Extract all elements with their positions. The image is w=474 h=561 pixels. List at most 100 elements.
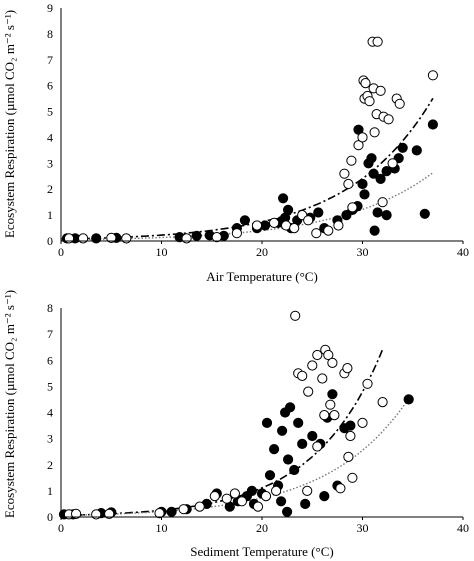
open-point xyxy=(312,349,323,361)
open-point xyxy=(375,85,386,96)
tick-labels: 0 10 20 30 40 0 1 2 3 4 5 6 7 8 9 xyxy=(47,1,469,259)
filled-point xyxy=(91,233,102,244)
y-tick-label: 3 xyxy=(47,432,53,446)
air-temperature-panel: 0 10 20 30 40 0 1 2 3 4 5 6 7 8 9 Air Temperature (°C)… xyxy=(2,1,469,284)
filled-point xyxy=(419,208,430,219)
x-axis-label: Air Temperature (°C) xyxy=(206,269,318,284)
open-point xyxy=(343,178,354,190)
filled-point xyxy=(307,430,318,442)
open-point xyxy=(260,491,272,502)
filled-point xyxy=(239,215,250,226)
axes xyxy=(60,308,464,520)
filled-point xyxy=(261,417,273,428)
data-points xyxy=(61,36,438,244)
open-point xyxy=(106,232,117,243)
filled-point xyxy=(397,142,408,153)
open-point xyxy=(329,410,340,421)
filled-point xyxy=(359,189,370,200)
open-point xyxy=(339,168,350,179)
x-tick-label: 30 xyxy=(357,521,369,535)
y-axis-label: Ecosystem Respiration (µmol CO₂ m⁻² s⁻¹) xyxy=(2,290,17,518)
open-point xyxy=(360,78,371,89)
filled-point xyxy=(191,230,202,241)
x-tick-label: 10 xyxy=(156,245,168,259)
filled-point xyxy=(166,506,177,517)
y-tick-label: 2 xyxy=(47,182,53,196)
open-point xyxy=(271,485,282,496)
filled-point xyxy=(345,420,356,431)
x-tick-label: 40 xyxy=(457,245,469,259)
filled-point xyxy=(246,485,257,496)
open-point xyxy=(323,225,334,236)
y-tick-label: 2 xyxy=(47,458,53,472)
open-point xyxy=(345,430,356,442)
open-point xyxy=(178,504,189,515)
open-point xyxy=(71,508,82,520)
open-point xyxy=(194,501,205,512)
filled-point xyxy=(269,444,280,455)
filled-point xyxy=(366,153,377,164)
open-point xyxy=(221,493,232,504)
x-tick-label: 30 xyxy=(357,245,369,259)
filled-point xyxy=(276,496,287,507)
open-point xyxy=(303,215,314,226)
open-point xyxy=(343,451,354,462)
open-point xyxy=(364,96,375,107)
filled-point xyxy=(283,204,294,215)
y-tick-label: 4 xyxy=(47,130,53,144)
y-tick-label: 7 xyxy=(47,53,53,67)
open-point xyxy=(362,378,373,389)
filled-point xyxy=(427,119,438,130)
y-tick-label: 0 xyxy=(47,510,53,524)
filled-point xyxy=(403,394,414,405)
open-point xyxy=(236,496,247,507)
filled-point xyxy=(368,168,379,179)
sediment-temperature-panel: 0 10 20 30 40 0 1 2 3 4 5 6 7 8 Sediment Temperature … xyxy=(2,290,469,559)
open-point xyxy=(297,370,308,381)
open-point xyxy=(342,363,353,374)
y-tick-label: 1 xyxy=(47,484,53,498)
x-tick-label: 10 xyxy=(156,521,168,535)
filled-point xyxy=(327,389,338,400)
open-point xyxy=(154,507,165,519)
filled-point xyxy=(357,178,368,190)
filled-point xyxy=(319,491,330,502)
open-point xyxy=(209,491,220,502)
open-point xyxy=(394,98,405,109)
open-point xyxy=(121,233,132,244)
filled-point xyxy=(264,470,276,481)
x-tick-label: 40 xyxy=(457,521,469,535)
open-point xyxy=(333,220,344,231)
y-tick-label: 7 xyxy=(47,327,53,341)
open-point xyxy=(252,501,264,512)
open-point xyxy=(311,228,322,239)
y-tick-label: 5 xyxy=(47,105,53,119)
open-point xyxy=(427,70,438,81)
y-tick-label: 4 xyxy=(47,406,53,420)
open-point xyxy=(302,485,313,496)
open-point xyxy=(181,233,192,244)
y-tick-label: 0 xyxy=(47,234,53,248)
filled-point xyxy=(369,225,380,236)
x-tick-label: 0 xyxy=(58,245,64,259)
axes xyxy=(60,8,464,244)
open-point xyxy=(369,127,380,138)
y-tick-label: 9 xyxy=(47,1,53,15)
filled-point xyxy=(285,402,296,413)
open-point xyxy=(335,483,346,494)
open-point xyxy=(312,441,323,452)
open-point xyxy=(211,232,222,243)
open-point xyxy=(307,360,318,371)
y-tick-label: 8 xyxy=(47,301,53,315)
open-point xyxy=(289,223,300,234)
filled-point xyxy=(297,438,308,449)
filled-point xyxy=(375,173,386,184)
filled-point xyxy=(411,145,422,156)
open-point xyxy=(377,397,388,408)
filled-point xyxy=(372,207,383,218)
open-point xyxy=(231,228,242,239)
fit-curve-dotted xyxy=(61,172,434,241)
x-tick-label: 20 xyxy=(256,245,268,259)
fit-curve-dashdot xyxy=(61,349,384,517)
open-point xyxy=(347,202,358,213)
